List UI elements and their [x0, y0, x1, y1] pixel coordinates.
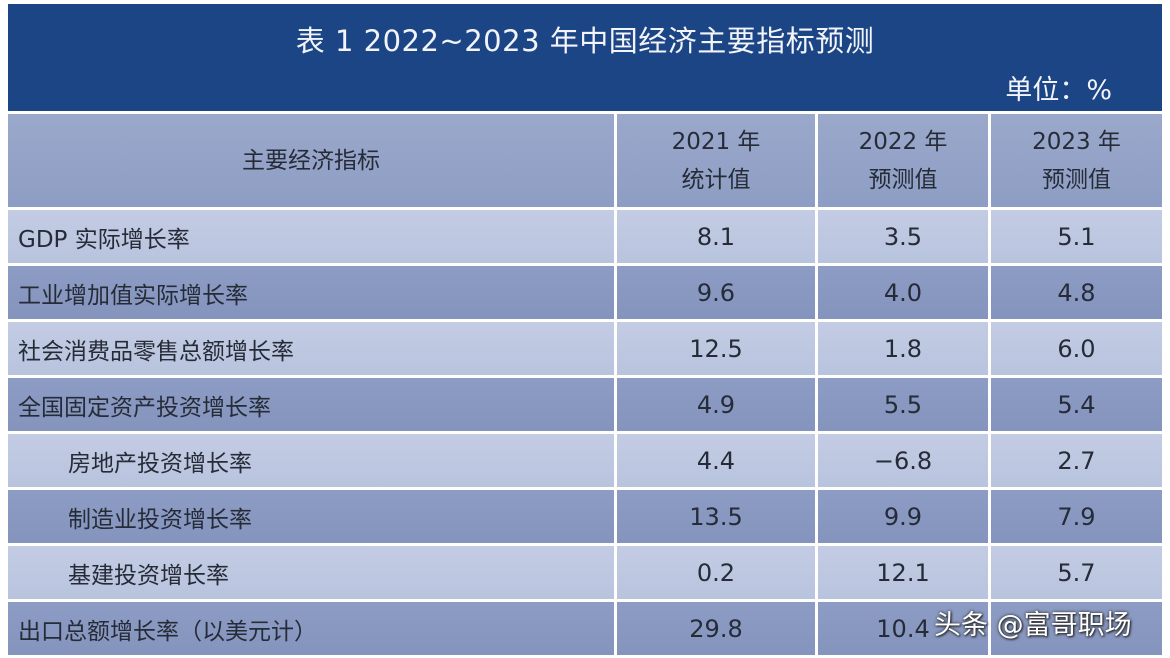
table-row: 出口总额增长率（以美元计） 29.8 10.4: [8, 602, 1162, 655]
row-label: 出口总额增长率（以美元计）: [8, 602, 614, 655]
value-2021: 12.5: [617, 322, 815, 375]
watermark: 头条 @富哥职场: [934, 610, 1132, 641]
value-2023: 6.0: [991, 322, 1162, 375]
row-label: 社会消费品零售总额增长率: [8, 322, 614, 375]
title-banner: 表 1 2022~2023 年中国经济主要指标预测 单位：%: [8, 4, 1162, 111]
table-container: 表 1 2022~2023 年中国经济主要指标预测 单位：% 主要经济指标 20…: [8, 4, 1162, 658]
value-2023: 5.7: [991, 546, 1162, 599]
value-2021: 9.6: [617, 266, 815, 319]
header-2021-year: 2021 年: [671, 128, 761, 155]
table-row: 工业增加值实际增长率 9.6 4.0 4.8: [8, 266, 1162, 319]
row-label: 全国固定资产投资增长率: [8, 378, 614, 431]
value-2021: 13.5: [617, 490, 815, 543]
value-2023: 2.7: [991, 434, 1162, 487]
header-2022-type: 预测值: [868, 166, 938, 193]
header-2023-type: 预测值: [1042, 166, 1111, 193]
table-row: 制造业投资增长率 13.5 9.9 7.9: [8, 490, 1162, 543]
header-2021: 2021 年统计值: [617, 114, 815, 207]
value-2021: 4.4: [617, 434, 815, 487]
value-2022: 10.4: [818, 602, 988, 655]
value-2023: 4.8: [991, 266, 1162, 319]
value-2023: 5.4: [991, 378, 1162, 431]
table-row: GDP 实际增长率 8.1 3.5 5.1: [8, 210, 1162, 263]
value-2022: 12.1: [818, 546, 988, 599]
header-2022: 2022 年预测值: [818, 114, 988, 207]
value-2022: 1.8: [818, 322, 988, 375]
value-2022: 5.5: [818, 378, 988, 431]
row-label: 基建投资增长率: [8, 546, 614, 599]
table-row: 社会消费品零售总额增长率 12.5 1.8 6.0: [8, 322, 1162, 375]
value-2021: 4.9: [617, 378, 815, 431]
value-2022: −6.8: [818, 434, 988, 487]
table-row: 基建投资增长率 0.2 12.1 5.7: [8, 546, 1162, 599]
header-2022-year: 2022 年: [858, 128, 948, 155]
header-2021-type: 统计值: [681, 166, 751, 193]
header-2023-year: 2023 年: [1032, 128, 1121, 155]
unit-label: 单位：%: [1005, 75, 1112, 106]
header-indicator: 主要经济指标: [8, 114, 614, 207]
row-label: GDP 实际增长率: [8, 210, 614, 263]
row-label: 制造业投资增长率: [8, 490, 614, 543]
table-row: 全国固定资产投资增长率 4.9 5.5 5.4: [8, 378, 1162, 431]
table-row: 房地产投资增长率 4.4 −6.8 2.7: [8, 434, 1162, 487]
value-2022: 9.9: [818, 490, 988, 543]
row-label: 工业增加值实际增长率: [8, 266, 614, 319]
value-2022: 3.5: [818, 210, 988, 263]
value-2022: 4.0: [818, 266, 988, 319]
table-title: 表 1 2022~2023 年中国经济主要指标预测: [295, 24, 875, 58]
value-2023: [991, 602, 1162, 655]
header-2023: 2023 年预测值: [991, 114, 1162, 207]
value-2021: 8.1: [617, 210, 815, 263]
indicators-table: 主要经济指标 2021 年统计值 2022 年预测值 2023 年预测值 GDP…: [5, 111, 1165, 658]
row-label: 房地产投资增长率: [8, 434, 614, 487]
value-2023: 5.1: [991, 210, 1162, 263]
header-row: 主要经济指标 2021 年统计值 2022 年预测值 2023 年预测值: [8, 114, 1162, 207]
value-2021: 29.8: [617, 602, 815, 655]
value-2021: 0.2: [617, 546, 815, 599]
value-2023: 7.9: [991, 490, 1162, 543]
